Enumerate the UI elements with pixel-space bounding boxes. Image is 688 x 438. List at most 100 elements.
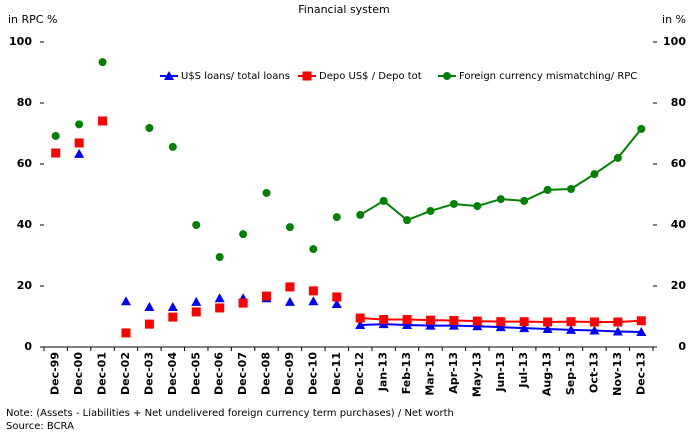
y-tick-label: 100 (9, 35, 32, 48)
marker (566, 317, 576, 327)
marker (637, 124, 646, 133)
x-tick-label: Dec-11 (330, 352, 343, 395)
y2-axis-label: in % (662, 13, 686, 26)
x-tick-label: Sep-13 (564, 352, 577, 395)
marker (191, 296, 202, 306)
x-tick-label: Dec-04 (166, 352, 179, 395)
y2-tick-label: 100 (663, 35, 686, 48)
x-tick-label: Dec-00 (72, 352, 85, 395)
marker (262, 291, 272, 301)
marker (613, 317, 623, 327)
marker (542, 324, 553, 334)
marker (215, 253, 224, 262)
marker (98, 116, 108, 126)
marker (308, 286, 318, 296)
marker (51, 148, 61, 158)
marker (519, 317, 529, 327)
x-tick-label: Dec-09 (283, 352, 296, 395)
y-tick-label: 0 (24, 340, 32, 353)
marker (636, 316, 646, 326)
marker (191, 307, 201, 317)
marker (443, 72, 451, 80)
y2-tick-label: 40 (671, 218, 687, 231)
y-tick-label: 80 (17, 96, 33, 109)
marker (164, 71, 174, 80)
marker (496, 195, 505, 204)
marker (168, 312, 178, 322)
marker (519, 323, 530, 333)
marker (239, 230, 248, 239)
marker (144, 319, 154, 329)
marker (543, 185, 552, 194)
marker (168, 142, 177, 151)
marker (284, 296, 295, 306)
x-tick-label: Jan-13 (377, 352, 390, 392)
marker (355, 320, 366, 330)
marker (496, 317, 506, 327)
marker (402, 315, 412, 325)
marker (144, 302, 155, 312)
y-tick-label: 60 (17, 157, 33, 170)
y-tick-label: 40 (17, 218, 33, 231)
y-tick-label: 20 (17, 279, 33, 292)
marker (379, 196, 388, 205)
marker (238, 298, 248, 308)
marker (403, 216, 412, 225)
marker (285, 223, 294, 232)
chart-title: Financial system (298, 3, 389, 16)
marker (285, 282, 295, 292)
marker (543, 317, 553, 327)
marker (589, 325, 600, 335)
marker (192, 221, 201, 229)
y2-tick-label: 80 (671, 96, 687, 109)
y2-tick-label: 60 (671, 157, 687, 170)
x-tick-label: Mar-13 (423, 352, 436, 396)
marker (356, 210, 365, 219)
series-line (359, 128, 643, 222)
marker (355, 313, 365, 323)
legend-label: Foreign currency mismatching/ RPC (459, 71, 637, 82)
marker (566, 324, 577, 334)
x-tick-label: Dec-05 (189, 352, 202, 395)
marker (51, 131, 60, 140)
note: Note: (Assets - Liabilities + Net undeli… (6, 408, 454, 419)
marker (636, 327, 647, 337)
marker (120, 296, 131, 306)
y2-tick-label: 0 (678, 340, 686, 353)
marker (167, 302, 178, 312)
marker (332, 213, 341, 222)
marker (214, 293, 225, 303)
x-tick-label: Aug-13 (541, 352, 554, 396)
marker (612, 326, 623, 336)
marker (262, 188, 271, 197)
marker (449, 199, 458, 208)
marker (472, 316, 482, 326)
x-tick-label: Jun-13 (494, 352, 507, 393)
marker (121, 328, 131, 338)
marker (74, 138, 84, 148)
marker (426, 206, 435, 215)
marker (379, 315, 389, 325)
legend-label: U$S loans/ total loans (181, 71, 290, 82)
x-tick-label: Apr-13 (447, 352, 460, 394)
x-tick-label: Dec-03 (142, 352, 155, 395)
marker (425, 320, 436, 330)
marker (589, 317, 599, 327)
marker (495, 322, 506, 332)
x-tick-label: Oct-13 (587, 352, 600, 393)
marker (590, 170, 599, 179)
x-tick-label: Dec-12 (353, 352, 366, 395)
x-tick-label: Nov-13 (611, 352, 624, 396)
y2-tick-label: 20 (671, 279, 687, 292)
marker (74, 148, 85, 158)
marker (309, 245, 318, 254)
marker (98, 58, 107, 67)
x-tick-label: Dec-99 (49, 352, 62, 395)
x-tick-label: Dec-06 (213, 352, 226, 395)
x-tick-label: Jul-13 (517, 352, 530, 389)
x-tick-label: Dec-13 (634, 352, 647, 395)
marker (567, 185, 576, 194)
x-tick-label: May-13 (470, 352, 483, 397)
x-tick-label: Dec-08 (260, 352, 273, 395)
x-tick-label: Dec-07 (236, 352, 249, 395)
